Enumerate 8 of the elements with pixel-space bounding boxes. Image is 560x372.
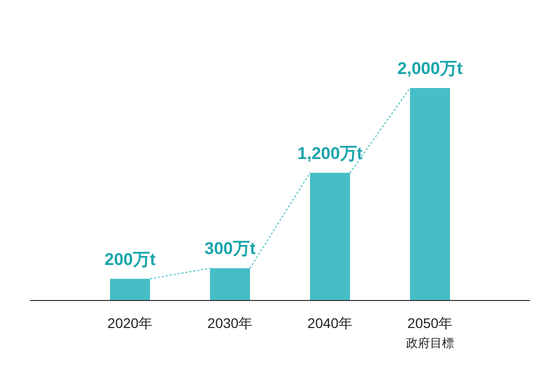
data-label: 200万t bbox=[104, 250, 156, 269]
x-tick-label: 2020年 bbox=[107, 315, 153, 331]
x-tick-label: 2030年 bbox=[207, 315, 253, 331]
x-tick-label: 2050年政府目標 bbox=[406, 315, 454, 350]
x-tick-label: 2040年 bbox=[307, 315, 353, 331]
data-label: 1,200万t bbox=[297, 144, 363, 163]
data-label: 2,000万t bbox=[397, 59, 463, 78]
data-label: 300万t bbox=[204, 239, 256, 258]
